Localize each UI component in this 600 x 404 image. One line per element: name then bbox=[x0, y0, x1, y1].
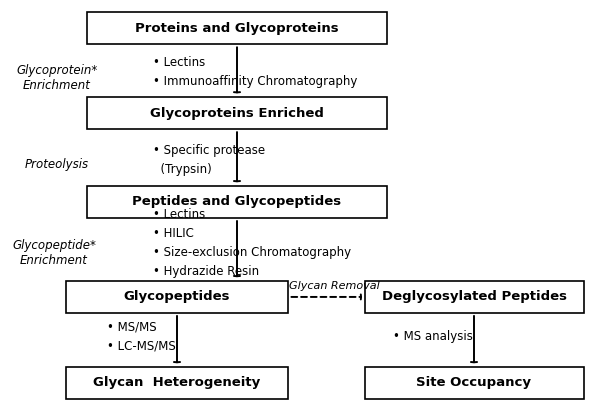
Text: Glycan Removal: Glycan Removal bbox=[289, 281, 380, 291]
Text: Proteins and Glycoproteins: Proteins and Glycoproteins bbox=[135, 22, 339, 35]
FancyBboxPatch shape bbox=[87, 186, 387, 218]
FancyBboxPatch shape bbox=[66, 367, 288, 399]
FancyBboxPatch shape bbox=[87, 97, 387, 129]
Text: Glycan  Heterogeneity: Glycan Heterogeneity bbox=[94, 377, 260, 389]
Text: Site Occupancy: Site Occupancy bbox=[416, 377, 532, 389]
Text: • MS/MS
• LC-MS/MS: • MS/MS • LC-MS/MS bbox=[107, 320, 176, 352]
Text: Glycopeptide*
Enrichment: Glycopeptide* Enrichment bbox=[12, 238, 96, 267]
Text: Glycoproteins Enriched: Glycoproteins Enriched bbox=[150, 107, 324, 120]
Text: Proteolysis: Proteolysis bbox=[25, 158, 89, 171]
Text: Glycopeptides: Glycopeptides bbox=[124, 290, 230, 303]
Text: • Lectins
• Immunoaffinity Chromatography: • Lectins • Immunoaffinity Chromatograph… bbox=[153, 56, 358, 88]
FancyBboxPatch shape bbox=[365, 281, 583, 313]
Text: • Lectins
• HILIC
• Size-exclusion Chromatography
• Hydrazide Resin: • Lectins • HILIC • Size-exclusion Chrom… bbox=[153, 208, 351, 278]
FancyBboxPatch shape bbox=[87, 12, 387, 44]
Text: Glycoprotein*
Enrichment: Glycoprotein* Enrichment bbox=[16, 63, 98, 92]
Text: Deglycosylated Peptides: Deglycosylated Peptides bbox=[382, 290, 566, 303]
FancyBboxPatch shape bbox=[365, 367, 583, 399]
Text: • Specific protease
  (Trypsin): • Specific protease (Trypsin) bbox=[153, 143, 265, 176]
Text: Peptides and Glycopeptides: Peptides and Glycopeptides bbox=[133, 196, 341, 208]
FancyBboxPatch shape bbox=[66, 281, 288, 313]
Text: • MS analysis: • MS analysis bbox=[393, 330, 473, 343]
